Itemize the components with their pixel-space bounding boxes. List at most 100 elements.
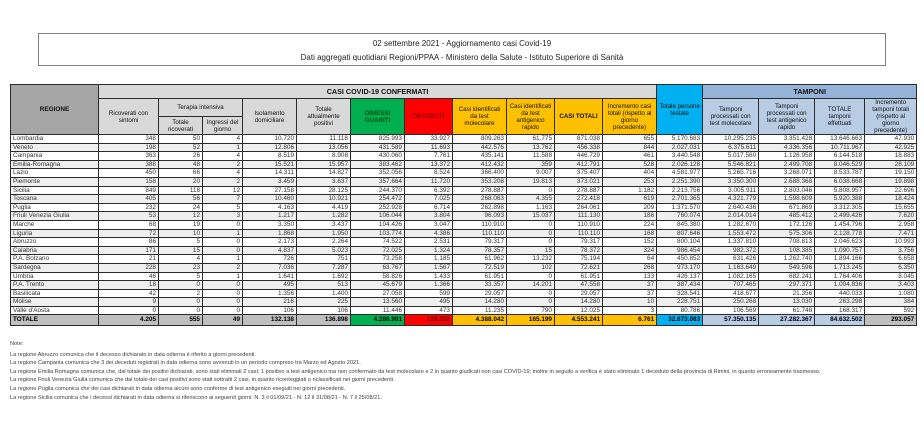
value-cell: 110.110 bbox=[554, 228, 603, 239]
region-row: P.A. Trento 18 0 0 495 513 45.679 1.366 33.357 14… bbox=[10, 280, 918, 290]
value-cell: 513 bbox=[296, 280, 351, 290]
value-cell: 412.791 bbox=[554, 159, 603, 170]
region-name-cell: Basilicata bbox=[10, 288, 99, 299]
value-cell: 14.201 bbox=[506, 280, 555, 290]
value-cell: 13.030 bbox=[758, 297, 816, 307]
column-header-totale-tamponi: TOTALE tamponi effettuati bbox=[814, 98, 866, 135]
value-cell: 2 bbox=[202, 159, 243, 170]
value-cell: 198 bbox=[98, 142, 159, 153]
region-row: Veneto 198 52 1 12.806 13.056 431.589 11.693 442… bbox=[10, 142, 918, 153]
value-cell: 5.023 bbox=[296, 245, 351, 256]
value-cell: 1.764.406 bbox=[814, 271, 866, 282]
region-row: Umbria 46 5 1 1.641 1.692 58.826 1.433 61.951 0 61… bbox=[10, 271, 918, 282]
value-cell: 2.531 bbox=[404, 237, 453, 247]
value-cell: 4 bbox=[158, 254, 203, 264]
value-cell: 49 bbox=[202, 314, 243, 327]
value-cell: 2.026.128 bbox=[656, 159, 704, 170]
region-name-cell: Veneto bbox=[10, 142, 99, 153]
value-cell: 446.729 bbox=[554, 151, 603, 161]
value-cell: 12 bbox=[202, 185, 243, 196]
value-cell: 2.014.014 bbox=[702, 211, 760, 221]
value-cell: 5.920.388 bbox=[814, 194, 866, 204]
value-cell: 0 bbox=[506, 297, 555, 307]
value-cell: 760.074 bbox=[656, 211, 704, 221]
region-name-cell: Campania bbox=[10, 151, 99, 161]
value-cell: 12.025 bbox=[554, 305, 603, 316]
value-cell: 293.057 bbox=[864, 314, 918, 327]
region-name-cell: Marche bbox=[10, 219, 99, 230]
value-cell: 440.033 bbox=[814, 288, 866, 299]
value-cell: 1 bbox=[202, 228, 243, 239]
value-cell: 5.170.683 bbox=[656, 134, 704, 144]
value-cell: 528 bbox=[601, 159, 658, 170]
value-cell: 19.150 bbox=[864, 168, 918, 178]
value-cell: 32.673.083 bbox=[656, 314, 704, 327]
value-cell: 4.205 bbox=[98, 314, 159, 327]
value-cell: 3.350.300 bbox=[702, 176, 760, 187]
value-cell: 253 bbox=[601, 176, 658, 187]
region-row: Lombardia 348 50 4 10.720 11.118 825.993 33.927… bbox=[10, 134, 918, 144]
value-cell: 373.021 bbox=[554, 176, 603, 187]
region-name-cell: Lombardia bbox=[10, 134, 99, 144]
region-name-cell: Abruzzo bbox=[10, 237, 99, 247]
value-cell: 24 bbox=[158, 202, 203, 213]
value-cell: 53 bbox=[98, 211, 159, 221]
value-cell: 0 bbox=[202, 297, 243, 307]
value-cell: 18.883 bbox=[864, 151, 918, 161]
value-cell: 1.324 bbox=[404, 245, 453, 256]
value-cell: 5.017.560 bbox=[702, 151, 760, 161]
value-cell: 4.286.991 bbox=[350, 314, 405, 327]
value-cell: 1.282 bbox=[296, 211, 351, 221]
region-row: Basilicata 42 2 0 1.356 1.400 27.058 599 29.057 0… bbox=[10, 288, 918, 299]
value-cell: 102 bbox=[506, 262, 555, 273]
region-row: Abruzzo 86 5 0 2.173 2.264 74.522 2.531 79.317 0 7… bbox=[10, 237, 918, 247]
value-cell: 57.350.135 bbox=[702, 314, 760, 327]
value-cell: 3.268.071 bbox=[758, 168, 816, 178]
note-line: La regione Abruzzo comunica che il deces… bbox=[10, 351, 256, 358]
value-cell: 3 bbox=[601, 305, 658, 316]
value-cell: 84.632.502 bbox=[814, 314, 866, 327]
value-cell: 10.993 bbox=[864, 237, 918, 247]
value-cell: 96.093 bbox=[452, 211, 507, 221]
value-cell: 209 bbox=[601, 202, 658, 213]
value-cell: 1.004.836 bbox=[814, 280, 866, 290]
value-cell: 228.751 bbox=[656, 297, 704, 307]
value-cell: 575.306 bbox=[758, 228, 816, 239]
value-cell: 14.280 bbox=[554, 297, 603, 307]
value-cell: 849 bbox=[98, 185, 159, 196]
value-cell: 28.109 bbox=[864, 159, 918, 170]
value-cell: 5.265.716 bbox=[702, 168, 760, 178]
value-cell: 708.813 bbox=[758, 237, 816, 247]
value-cell: 106 bbox=[242, 305, 297, 316]
bulletin-title-box: 02 settembre 2021 - Aggiornamento casi C… bbox=[38, 33, 886, 66]
value-cell: 0 bbox=[202, 245, 243, 256]
value-cell: 228 bbox=[98, 262, 159, 273]
column-header-persone-testate: Totale persone testate bbox=[656, 84, 704, 135]
value-cell: 15 bbox=[158, 245, 203, 256]
value-cell: 1.356 bbox=[242, 288, 297, 299]
value-cell: 252.928 bbox=[350, 202, 405, 213]
region-row: P.A. Bolzano 21 4 1 726 751 73.258 1.185 61.962 1… bbox=[10, 254, 918, 264]
value-cell: 0 bbox=[158, 280, 203, 290]
value-cell: 555 bbox=[158, 314, 203, 327]
value-cell: 6.392 bbox=[404, 185, 453, 196]
value-cell: 19 bbox=[158, 219, 203, 230]
value-cell: 405 bbox=[98, 194, 159, 204]
value-cell: 2.688.368 bbox=[758, 176, 816, 187]
value-cell: 5.546.821 bbox=[702, 159, 760, 170]
value-cell: 2.264 bbox=[296, 237, 351, 247]
value-cell: 1.163 bbox=[506, 202, 555, 213]
value-cell: 4.355 bbox=[506, 194, 555, 204]
value-cell: 23 bbox=[158, 262, 203, 273]
value-cell: 1.182 bbox=[601, 185, 658, 196]
value-cell: 225 bbox=[296, 297, 351, 307]
value-cell: 42.925 bbox=[864, 142, 918, 153]
value-cell: 7.761 bbox=[404, 151, 453, 161]
value-cell: 1.950 bbox=[296, 228, 351, 239]
value-cell: 72.025 bbox=[350, 245, 405, 256]
region-row: Liguria 72 10 1 1.868 1.950 103.774 4.386 110.11… bbox=[10, 228, 918, 239]
value-cell: 0 bbox=[158, 297, 203, 307]
value-cell: 14.827 bbox=[296, 168, 351, 178]
value-cell: 4 bbox=[202, 134, 243, 144]
value-cell: 15.655 bbox=[864, 202, 918, 213]
